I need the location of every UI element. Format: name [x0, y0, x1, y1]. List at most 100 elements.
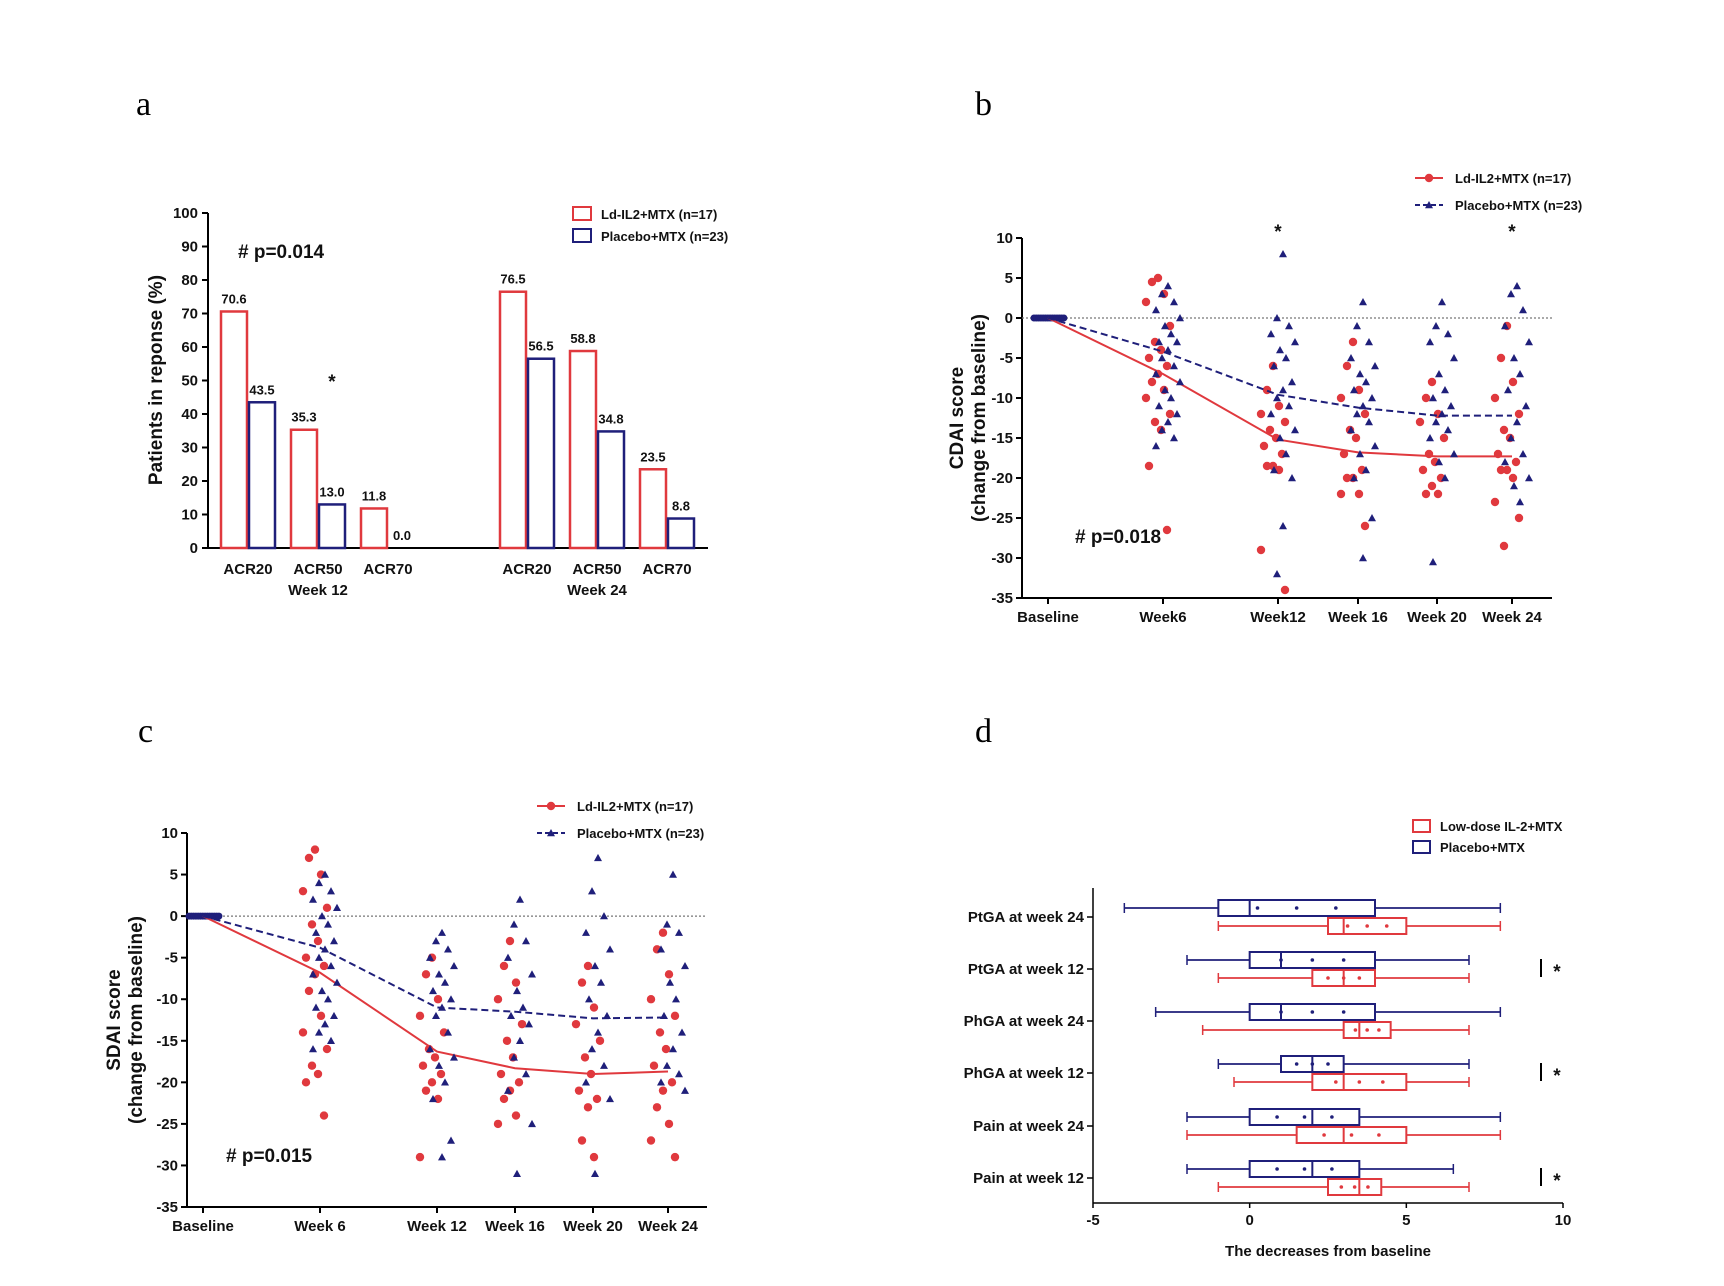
legend-marker — [1425, 201, 1433, 209]
data-point-placebo — [426, 1045, 434, 1053]
baseline-point — [1060, 314, 1068, 322]
data-point-ldil2 — [511, 1111, 521, 1120]
data-point-placebo — [438, 1153, 446, 1161]
data-point-ldil2 — [1496, 465, 1506, 475]
y-tick-label: 70 — [181, 306, 198, 323]
bar-value-label: 76.5 — [500, 272, 525, 287]
data-point-ldil2 — [652, 1103, 662, 1112]
legend-swatch — [1412, 840, 1431, 854]
data-point-placebo — [1353, 410, 1361, 418]
data-point-ldil2 — [664, 1119, 674, 1129]
y-tick-label: -15 — [991, 430, 1013, 447]
data-point-placebo — [1441, 474, 1449, 482]
data-point-placebo — [318, 912, 326, 920]
data-point-placebo — [588, 887, 596, 895]
data-point-placebo — [441, 1078, 449, 1086]
data-point-placebo — [1513, 282, 1521, 290]
data-point-placebo — [516, 1036, 524, 1044]
data-point-placebo — [333, 978, 341, 986]
y-tick-label: 40 — [181, 406, 198, 423]
y-tick-label: -35 — [991, 590, 1013, 607]
bar — [289, 428, 319, 550]
box-point — [1279, 1010, 1283, 1014]
data-point-ldil2 — [1508, 473, 1518, 483]
x-tick-label: ACR20 — [502, 561, 551, 578]
x-tick-label: Week 16 — [1328, 609, 1388, 626]
y-tick-label: 80 — [181, 272, 198, 289]
data-point-placebo — [444, 945, 452, 953]
data-point-placebo — [1350, 474, 1358, 482]
data-point-ldil2 — [670, 1011, 680, 1021]
data-point-ldil2 — [1259, 441, 1269, 451]
x-tick-label: ACR70 — [642, 561, 691, 578]
data-point-placebo — [1170, 298, 1178, 306]
data-point-ldil2 — [1511, 457, 1521, 467]
data-point-placebo — [1173, 338, 1181, 346]
x-tick-label: ACR20 — [223, 561, 272, 578]
data-point-placebo — [1282, 354, 1290, 362]
p-value-annotation: # p=0.018 — [1075, 527, 1161, 548]
data-point-placebo — [528, 1119, 536, 1128]
bar — [568, 349, 598, 550]
data-point-placebo — [1435, 370, 1443, 378]
box-point — [1381, 1080, 1385, 1084]
data-point-placebo — [681, 1086, 689, 1094]
box-point — [1365, 924, 1369, 928]
bar-value-label: 58.8 — [570, 331, 595, 346]
y-axis-title: SDAI score — [104, 969, 125, 1070]
data-point-placebo — [1291, 426, 1299, 434]
data-point-placebo — [594, 853, 602, 862]
data-point-placebo — [1368, 514, 1376, 522]
mean-line-placebo — [202, 915, 669, 1020]
bar-value-label: 0.0 — [393, 528, 411, 543]
data-point-placebo — [1356, 450, 1364, 458]
data-point-placebo — [429, 1094, 437, 1103]
box-point — [1365, 1028, 1369, 1032]
y-tick-label: -30 — [156, 1157, 178, 1174]
data-point-placebo — [312, 928, 320, 936]
data-point-ldil2 — [589, 1152, 599, 1162]
data-point-placebo — [1516, 498, 1524, 506]
data-point-placebo — [1356, 370, 1364, 378]
data-point-placebo — [510, 920, 518, 928]
data-point-ldil2 — [580, 1053, 590, 1062]
x-tick-label: 0 — [1245, 1212, 1253, 1229]
data-point-ldil2 — [418, 1061, 428, 1070]
box-point — [1279, 958, 1283, 962]
data-point-placebo — [1291, 338, 1299, 346]
data-point-placebo — [1426, 434, 1434, 442]
data-point-placebo — [1429, 394, 1437, 402]
data-point-placebo — [330, 937, 338, 945]
data-point-ldil2 — [505, 936, 515, 946]
data-point-ldil2 — [493, 995, 503, 1004]
data-point-ldil2 — [1433, 489, 1443, 499]
data-point-placebo — [591, 1169, 599, 1177]
data-point-ldil2 — [1165, 409, 1175, 419]
box-point — [1310, 1010, 1315, 1014]
data-point-ldil2 — [421, 1086, 431, 1095]
data-point-ldil2 — [301, 1078, 311, 1087]
data-point-ldil2 — [589, 1003, 599, 1012]
data-point-placebo — [429, 986, 437, 995]
data-point-placebo — [669, 870, 677, 878]
panel-c-letter: c — [138, 713, 153, 750]
box-point — [1352, 1185, 1357, 1189]
significance-star: * — [1553, 1171, 1561, 1192]
data-point-placebo — [600, 912, 608, 920]
data-point-ldil2 — [1256, 409, 1266, 419]
data-point-placebo — [435, 970, 443, 978]
panel-d-letter: d — [975, 713, 992, 750]
data-point-placebo — [1444, 330, 1452, 338]
x-tick-label: 10 — [1555, 1212, 1572, 1229]
data-point-placebo — [513, 1169, 521, 1177]
data-point-placebo — [1525, 474, 1533, 482]
data-point-ldil2 — [1147, 277, 1157, 287]
legend-marker — [547, 829, 555, 837]
bar-value-label: 8.8 — [672, 499, 690, 514]
y-tick-label: -10 — [991, 390, 1013, 407]
data-point-ldil2 — [499, 1094, 509, 1104]
category-label: PtGA at week 12 — [968, 961, 1084, 978]
x-tick-label: Week6 — [1139, 609, 1186, 626]
data-point-ldil2 — [1348, 337, 1358, 347]
